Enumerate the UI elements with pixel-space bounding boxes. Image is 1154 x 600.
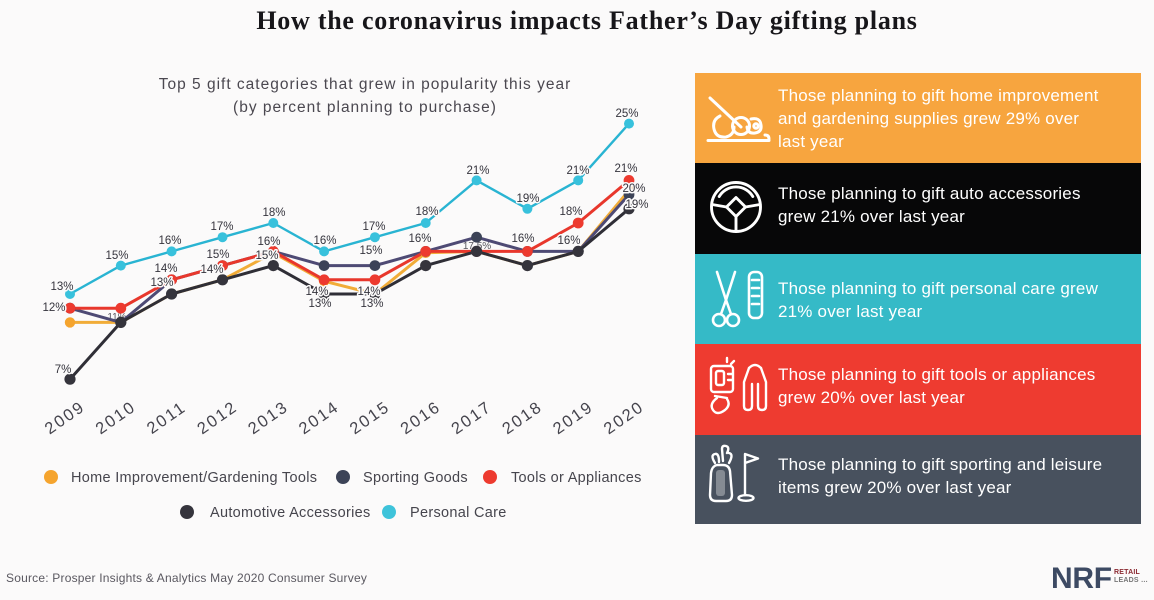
svg-text:17%: 17% <box>362 221 385 233</box>
svg-text:2013: 2013 <box>245 398 292 438</box>
svg-text:19%: 19% <box>625 199 648 211</box>
svg-text:18%: 18% <box>415 206 438 218</box>
svg-text:21%: 21% <box>614 163 637 175</box>
svg-text:21%: 21% <box>466 165 489 177</box>
svg-text:16%: 16% <box>313 235 336 247</box>
svg-text:2015: 2015 <box>347 398 394 438</box>
svg-text:13%: 13% <box>50 281 73 293</box>
svg-text:16%: 16% <box>158 235 181 247</box>
svg-text:14%: 14% <box>154 263 177 275</box>
svg-text:17%: 17% <box>210 221 233 233</box>
svg-text:15%: 15% <box>206 249 229 261</box>
svg-text:16%: 16% <box>511 233 534 245</box>
svg-text:2010: 2010 <box>92 398 139 438</box>
svg-text:21%: 21% <box>566 165 589 177</box>
svg-text:2019: 2019 <box>550 398 597 438</box>
svg-text:16%: 16% <box>257 236 280 248</box>
svg-text:15%: 15% <box>255 250 278 262</box>
svg-text:13%: 13% <box>308 298 331 310</box>
svg-text:2011: 2011 <box>144 398 190 438</box>
svg-text:2017: 2017 <box>448 398 495 438</box>
svg-text:18%: 18% <box>559 206 582 218</box>
svg-text:2009: 2009 <box>42 398 89 438</box>
svg-text:14%: 14% <box>357 286 380 298</box>
svg-text:15%: 15% <box>105 250 128 262</box>
svg-text:2012: 2012 <box>194 398 241 438</box>
svg-text:2014: 2014 <box>296 398 343 438</box>
svg-text:13%: 13% <box>360 298 383 310</box>
svg-text:7%: 7% <box>55 364 72 376</box>
svg-text:25%: 25% <box>615 108 638 120</box>
svg-text:13%: 13% <box>150 277 173 289</box>
svg-text:15%: 15% <box>359 245 382 257</box>
svg-text:2018: 2018 <box>499 398 546 438</box>
svg-text:18%: 18% <box>262 207 285 219</box>
svg-text:16%: 16% <box>557 235 580 247</box>
svg-text:14%: 14% <box>200 264 223 276</box>
svg-text:20%: 20% <box>622 183 645 195</box>
svg-text:2020: 2020 <box>601 398 648 438</box>
svg-text:2016: 2016 <box>397 398 444 438</box>
svg-text:19%: 19% <box>516 193 539 205</box>
svg-text:12%: 12% <box>42 302 65 314</box>
svg-text:14%: 14% <box>305 286 328 298</box>
svg-text:16%: 16% <box>408 233 431 245</box>
